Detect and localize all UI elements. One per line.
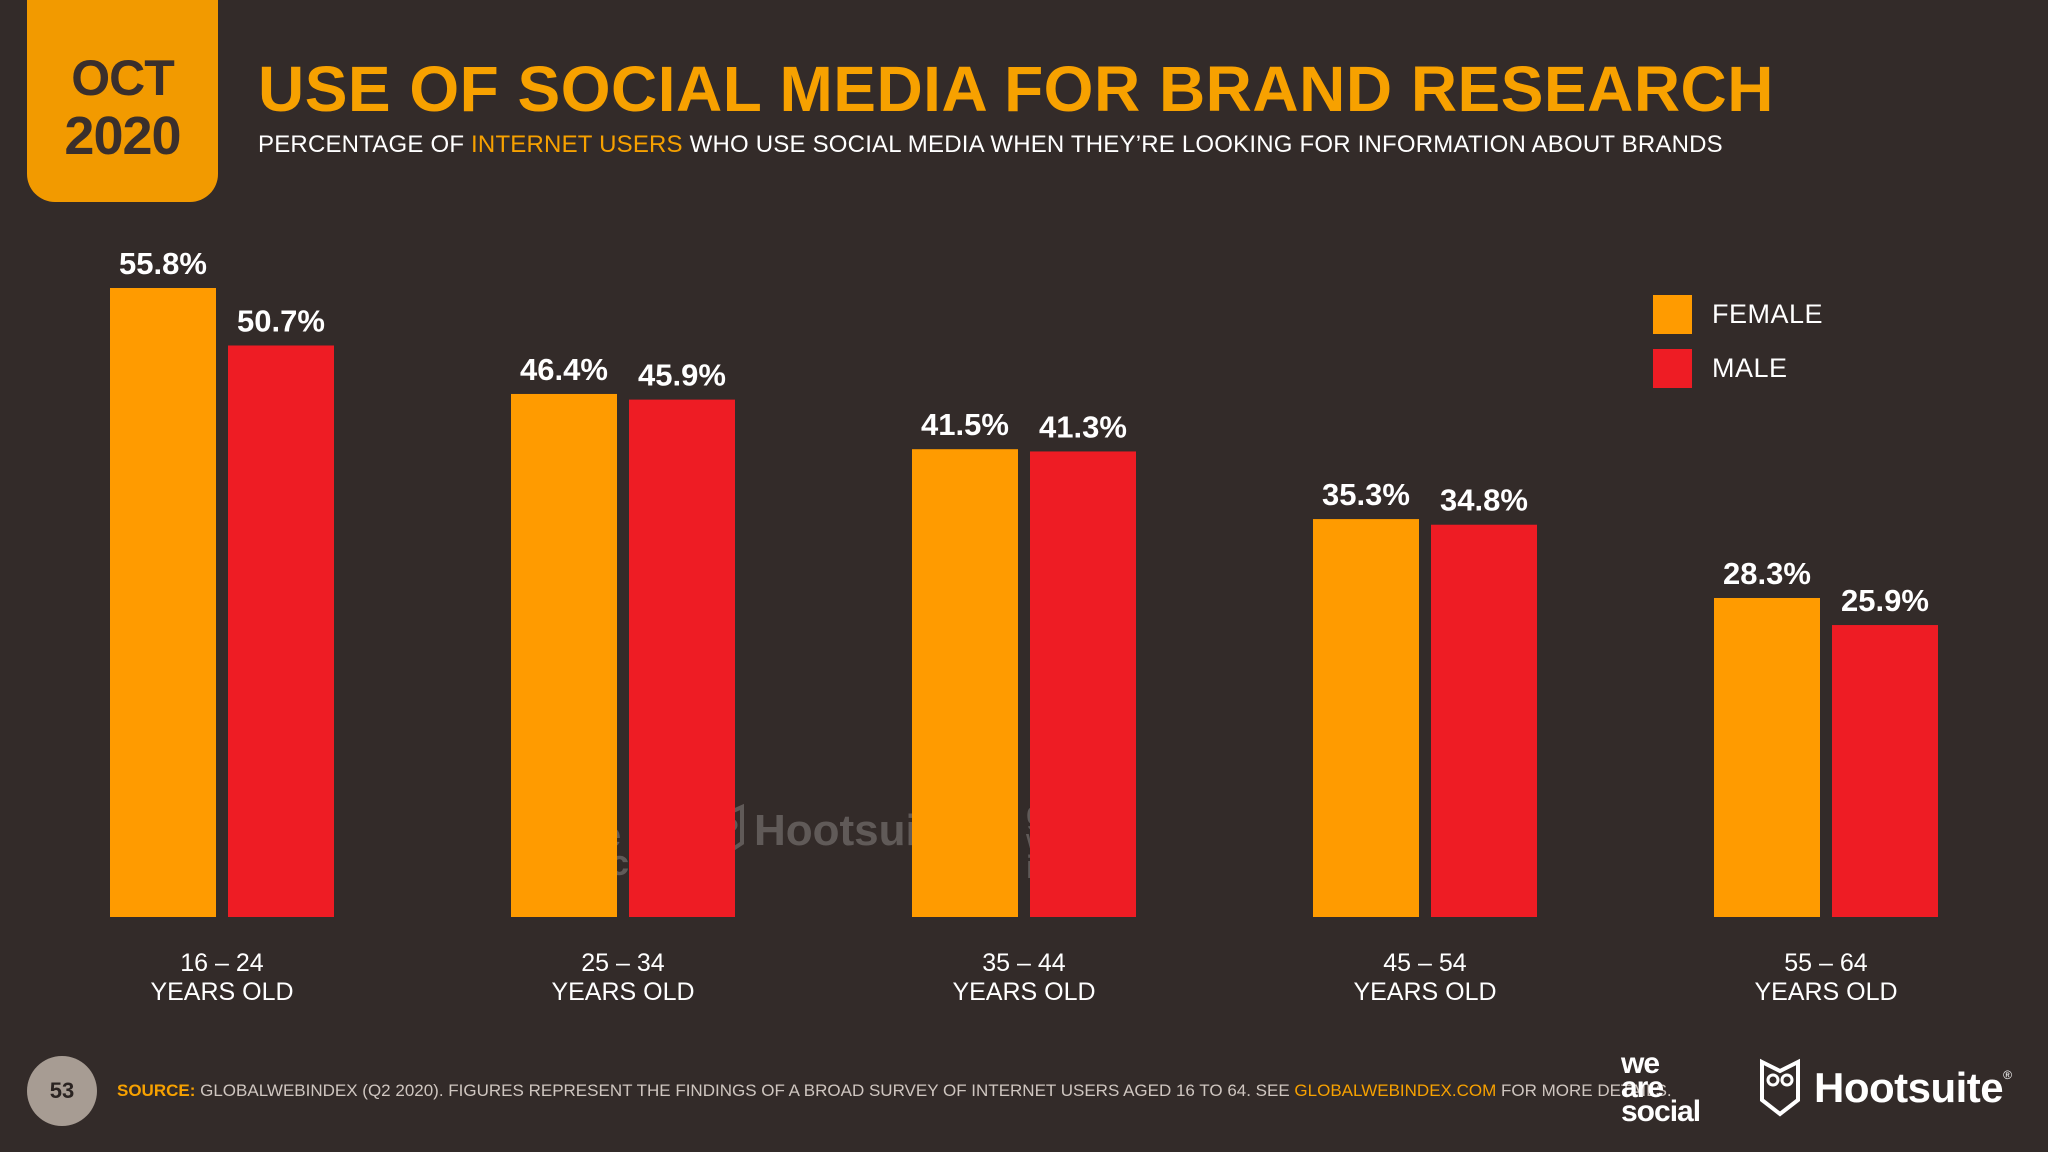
page-subtitle: PERCENTAGE OF INTERNET USERS WHO USE SOC… xyxy=(258,131,1723,159)
category-sublabel-2: YEARS OLD xyxy=(551,978,694,1006)
data-label-male-4: 34.8% xyxy=(1440,483,1528,518)
data-label-male-3: 41.3% xyxy=(1039,409,1127,444)
bar-female-4 xyxy=(1313,519,1419,917)
bar-male-2 xyxy=(629,399,735,917)
data-label-female-2: 46.4% xyxy=(520,352,608,387)
owl-icon xyxy=(1760,1058,1800,1117)
category-label-5: 55 – 64 xyxy=(1784,949,1868,977)
legend-label-female: FEMALE xyxy=(1712,298,1824,329)
date-badge: OCT 2020 xyxy=(27,0,218,202)
category-sublabel-5: YEARS OLD xyxy=(1754,978,1897,1006)
category-label-1: 16 – 24 xyxy=(180,949,264,977)
data-label-female-5: 28.3% xyxy=(1723,556,1811,591)
source-text: GLOBALWEBINDEX (Q2 2020). FIGURES REPRES… xyxy=(195,1081,1295,1100)
category-sublabel-1: YEARS OLD xyxy=(150,978,293,1006)
bar-male-3 xyxy=(1030,451,1136,917)
bar-female-2 xyxy=(511,393,617,917)
bar-female-1 xyxy=(110,288,216,917)
legend-swatch-female xyxy=(1653,294,1692,334)
legend-swatch-male xyxy=(1653,348,1692,388)
category-label-4: 45 – 54 xyxy=(1383,949,1467,977)
data-label-male-2: 45.9% xyxy=(638,358,726,393)
bar-male-4 xyxy=(1431,524,1537,917)
bar-female-3 xyxy=(912,449,1018,917)
source-label: SOURCE: xyxy=(117,1081,196,1100)
category-label-3: 35 – 44 xyxy=(982,949,1066,977)
data-label-female-4: 35.3% xyxy=(1322,477,1410,512)
category-sublabel-4: YEARS OLD xyxy=(1353,978,1496,1006)
bar-male-5 xyxy=(1832,625,1938,917)
category-sublabel-3: YEARS OLD xyxy=(952,978,1095,1006)
badge-year: 2020 xyxy=(64,106,181,166)
subtitle-pre: PERCENTAGE OF xyxy=(258,131,472,158)
chart-legend: FEMALE MALE xyxy=(1653,294,1823,402)
data-label-female-1: 55.8% xyxy=(119,246,207,281)
data-label-male-1: 50.7% xyxy=(237,303,325,338)
category-label-2: 25 – 34 xyxy=(581,949,665,977)
source-note: SOURCE: GLOBALWEBINDEX (Q2 2020). FIGURE… xyxy=(117,1081,1672,1101)
data-label-female-3: 41.5% xyxy=(921,407,1009,442)
legend-label-male: MALE xyxy=(1712,352,1788,383)
source-tail: FOR MORE DETAILS. xyxy=(1496,1081,1672,1100)
legend-item-male: MALE xyxy=(1653,348,1823,388)
hootsuite-logo: Hootsuite ® xyxy=(1758,1058,2012,1118)
page-title: USE OF SOCIAL MEDIA FOR BRAND RESEARCH xyxy=(258,53,1774,125)
subtitle-highlight: INTERNET USERS xyxy=(471,131,683,158)
source-link[interactable]: GLOBALWEBINDEX.COM xyxy=(1294,1081,1497,1100)
page-number: 53 xyxy=(27,1056,97,1126)
legend-item-female: FEMALE xyxy=(1653,294,1823,334)
we-are-social-logo: we are social xyxy=(1621,1047,1701,1128)
data-label-male-5: 25.9% xyxy=(1841,583,1929,618)
subtitle-post: WHO USE SOCIAL MEDIA WHEN THEY’RE LOOKIN… xyxy=(682,131,1723,158)
bar-female-5 xyxy=(1714,597,1820,917)
badge-month: OCT xyxy=(71,50,175,106)
bar-male-1 xyxy=(228,345,334,917)
